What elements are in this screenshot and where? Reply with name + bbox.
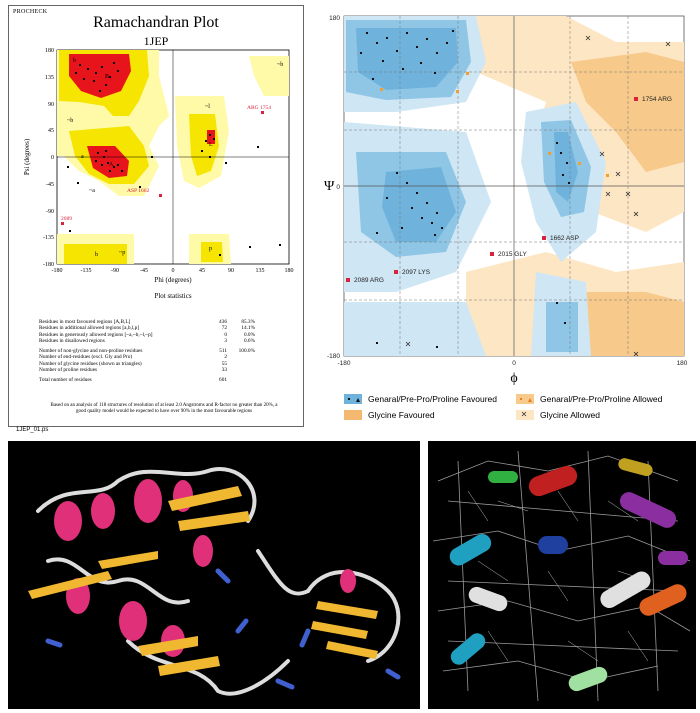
x-axis-label: Phi (degrees): [154, 276, 192, 284]
x-tick: -135: [81, 268, 92, 274]
svg-text:B: B: [105, 74, 109, 80]
outlier-label-2089: 2089: [61, 216, 72, 222]
y-tick: 0: [51, 155, 54, 161]
x-tick: 135: [256, 268, 265, 274]
legend-glycine-favoured: Glycine Favoured: [368, 410, 435, 420]
outlier-2015-gly: 2015 GLY: [498, 251, 527, 258]
x-tick: -45: [140, 268, 148, 274]
procheck-plot: b B Aa L ~l ~a ~b p ~p ~b b ARG 1754 ASP 1662 2089…: [23, 48, 294, 300]
outlier-label-asp1662: ASP 1662: [127, 188, 150, 194]
x-tick: -90: [111, 268, 119, 274]
stat-row: Number of end-residues (excl. Gly and Pr…: [39, 354, 227, 361]
stat-row: Number of glycine residues (shown as tri…: [39, 360, 227, 367]
stat-row: Residues in disallowed regions 3 0.6%: [39, 337, 255, 344]
cylinder-structure-image: [428, 441, 696, 709]
svg-text:~b: ~b: [277, 62, 283, 68]
psi-label: Ψ: [324, 179, 335, 194]
y-tick: 45: [48, 128, 54, 134]
procheck-subtitle: 1JEP: [143, 34, 169, 48]
stats-title: Plot statistics: [154, 292, 191, 300]
x-tick: 90: [228, 268, 234, 274]
psi-tick: -180: [327, 353, 340, 360]
ramachandran-contour-panel: 1754 ARG 1662 ASP 2015 GLY 2097 LYS 2089…: [316, 2, 696, 434]
outlier-label-arg1754: ARG 1754: [247, 105, 271, 111]
x-tick: 45: [199, 268, 205, 274]
x-tick: -180: [52, 268, 63, 274]
outlier-1754-arg: 1754 ARG: [642, 96, 672, 103]
y-tick: 90: [48, 102, 54, 108]
outlier-1662-asp: 1662 ASP: [550, 235, 579, 242]
y-tick: 135: [45, 75, 54, 81]
psi-tick: 180: [329, 15, 340, 22]
svg-text:b: b: [95, 252, 98, 258]
svg-text:~b: ~b: [67, 118, 73, 124]
cylinder-structure-render: [432, 450, 691, 702]
psi-tick: 0: [336, 184, 340, 191]
y-tick: -90: [46, 209, 54, 215]
y-tick: 180: [45, 48, 54, 54]
svg-text:~l: ~l: [205, 104, 210, 110]
stat-row: Residues in additional allowed regions […: [39, 325, 255, 332]
svg-text:A: A: [109, 162, 114, 168]
y-tick: -45: [46, 182, 54, 188]
x-tick: 180: [285, 268, 294, 274]
svg-text:~a: ~a: [89, 188, 95, 194]
y-tick: -180: [43, 262, 54, 268]
procheck-footnote: Based on an analysis of 118 structures o…: [50, 403, 278, 414]
file-name: 1JEP_01.ps: [16, 427, 49, 433]
phi-label: ϕ: [510, 371, 517, 386]
svg-text:~p: ~p: [119, 250, 125, 256]
x-tick: 0: [172, 268, 175, 274]
outlier-2097-lys: 2097 LYS: [402, 269, 431, 276]
stat-row: Residues in generously allowed regions […: [39, 331, 255, 338]
ramachandran-contour-plot: 1754 ARG 1662 ASP 2015 GLY 2097 LYS 2089…: [324, 15, 688, 420]
svg-text:L: L: [209, 142, 213, 148]
procheck-ramachandran-panel: PROCHECK Ramachandran Plot 1JEP: [8, 5, 304, 427]
legend-general-allowed: Genaral/Pre-Pro/Proline Allowed: [540, 394, 663, 404]
svg-text:a: a: [81, 154, 84, 160]
svg-text:b: b: [73, 58, 76, 64]
ribbon-structure-render: [28, 467, 401, 696]
legend: Genaral/Pre-Pro/Proline Favoured Glycine…: [344, 394, 663, 420]
procheck-header: PROCHECK: [13, 9, 48, 15]
outlier-2089-arg: 2089 ARG: [354, 277, 384, 284]
phi-tick: -180: [337, 360, 350, 367]
ribbon-structure-image: [8, 441, 420, 709]
stat-row: Residues in most favoured regions [A,B,L…: [39, 319, 255, 325]
y-axis-label: Psi (degrees): [23, 138, 31, 175]
procheck-title: Ramachandran Plot: [93, 14, 219, 31]
legend-general-favoured: Genaral/Pre-Pro/Proline Favoured: [368, 394, 497, 404]
svg-text:p: p: [209, 246, 212, 252]
plot-statistics: Residues in most favoured regions [A,B,L…: [39, 319, 299, 384]
legend-glycine-allowed: Glycine Allowed: [540, 410, 600, 420]
stat-row: Total number of residues 601: [39, 377, 227, 384]
stat-row: Number of proline residues 33: [39, 367, 227, 374]
phi-tick: 180: [677, 360, 688, 367]
phi-tick: 0: [512, 360, 516, 367]
y-tick: -135: [43, 235, 54, 241]
stat-row: Number of non-glycine and non-proline re…: [39, 348, 255, 355]
